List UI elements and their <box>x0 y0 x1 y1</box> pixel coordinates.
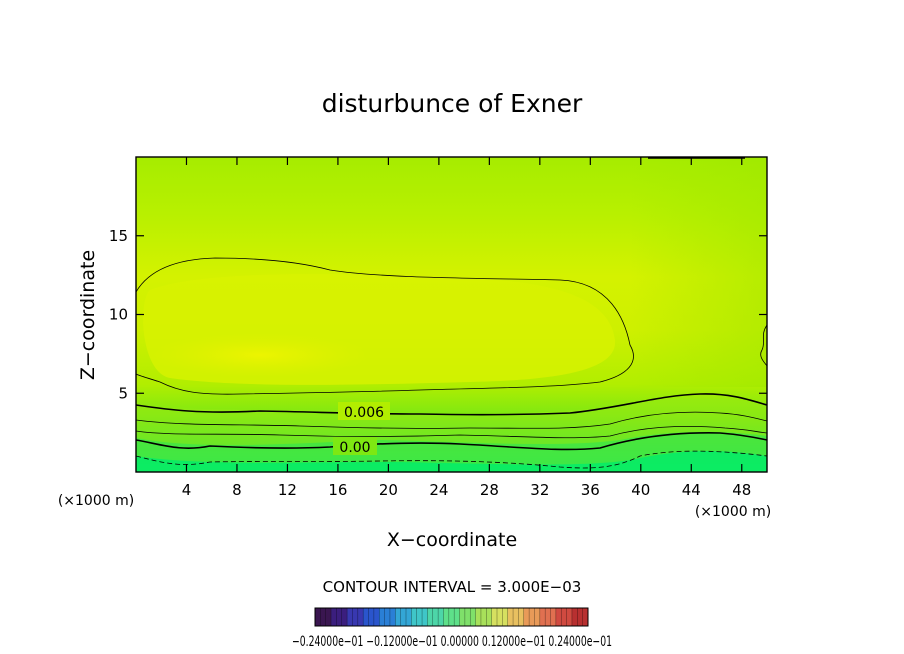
contour-interval-text: CONTOUR INTERVAL = 3.000E−03 <box>323 578 582 596</box>
y-axis-title: Z−coordinate <box>77 250 99 380</box>
colorbar-swatch <box>475 608 492 626</box>
colorbar-swatch <box>443 608 460 626</box>
field-floor-band <box>136 451 767 472</box>
contour-label-mask-0.006 <box>338 402 390 420</box>
colorbar-swatch <box>555 608 573 626</box>
field-right-band <box>630 157 767 387</box>
x-tick-label: 48 <box>732 481 751 499</box>
x-tick-label: 32 <box>530 481 549 499</box>
contour-label-0.006: 0.006 <box>344 405 384 421</box>
colorbar-swatch <box>523 608 541 626</box>
colorbar <box>314 607 589 627</box>
x-tick-label: 24 <box>429 481 448 499</box>
contour-line-negative <box>136 450 767 469</box>
y-tick-label: 5 <box>118 384 128 402</box>
field-max <box>150 333 370 377</box>
contour-line-0.006 <box>136 393 767 416</box>
x-tick-label: 4 <box>182 481 192 499</box>
x-axis: 4 8 12 16 20 24 28 32 36 40 44 48 <box>182 157 751 499</box>
colorbar-swatch <box>427 608 444 626</box>
x-tick-label: 40 <box>631 481 650 499</box>
colorbar-swatch <box>347 608 364 626</box>
x-tick-label: 20 <box>379 481 398 499</box>
x-tick-label: 36 <box>581 481 600 499</box>
chart-title: disturbunce of Exner <box>322 89 583 118</box>
contour-line-0.00 <box>136 432 767 451</box>
contour-line-upper <box>136 257 634 395</box>
x-tick-label: 8 <box>232 481 242 499</box>
contour-line-mid <box>136 411 767 429</box>
x-tick-label: 28 <box>480 481 499 499</box>
x-axis-title: X−coordinate <box>387 529 517 551</box>
field-bottom-band <box>136 431 767 472</box>
colorbar-frame <box>314 607 589 627</box>
colorbar-swatch <box>539 608 557 626</box>
colorbar-swatch <box>571 608 589 626</box>
contour-line-low <box>136 425 767 439</box>
x-axis-unit-left: (×1000 m) <box>58 493 134 509</box>
colorbar-swatch <box>363 608 380 626</box>
contour-label-mask-0.00 <box>333 437 377 455</box>
contour-line-right-edge <box>760 324 767 367</box>
colorbar-swatch <box>379 608 396 626</box>
x-tick-label: 44 <box>682 481 701 499</box>
y-axis: 5 10 15 <box>109 227 767 402</box>
colorbar-swatch <box>491 608 509 626</box>
colorbar-swatch <box>507 608 525 626</box>
plot-area <box>136 157 767 472</box>
x-tick-label: 12 <box>278 481 297 499</box>
y-tick-label: 10 <box>109 306 128 324</box>
x-axis-unit-right: (×1000 m) <box>695 504 771 520</box>
x-tick-label: 16 <box>328 481 347 499</box>
colorbar-swatch <box>459 608 476 626</box>
colorbar-labels: −0.24000e−01 −0.12000e−01 0.00000 0.1200… <box>292 634 612 650</box>
colorbar-swatch <box>315 608 332 626</box>
colorbar-swatch <box>395 608 412 626</box>
contour-label-0.00: 0.00 <box>339 440 370 456</box>
colorbar-swatch <box>331 608 348 626</box>
colorbar-swatch <box>411 608 428 626</box>
y-tick-label: 15 <box>109 227 128 245</box>
